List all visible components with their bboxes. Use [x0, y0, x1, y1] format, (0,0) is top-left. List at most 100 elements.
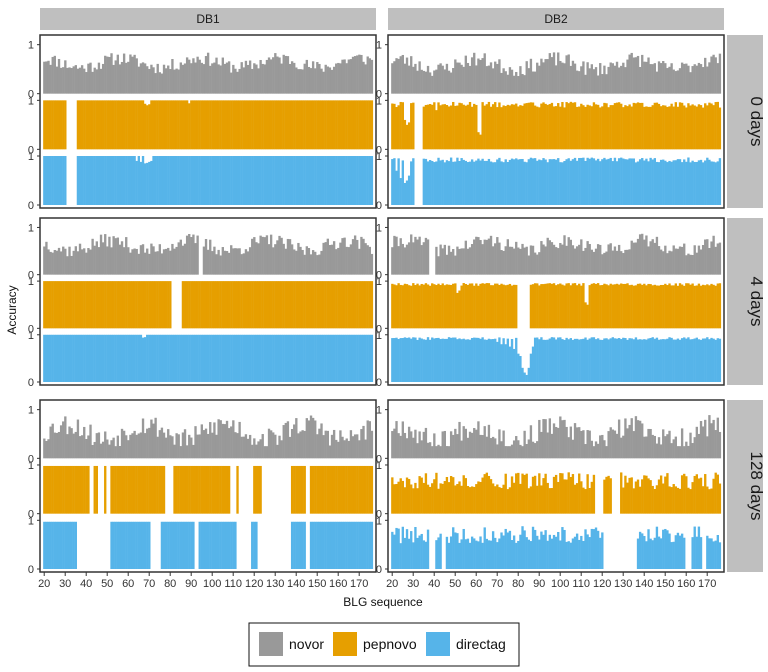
bar-novor — [290, 429, 294, 459]
bar-pepnovo — [582, 487, 585, 514]
bar-novor — [399, 238, 402, 275]
bar-pepnovo — [200, 281, 203, 329]
y-tick-label: 1 — [376, 222, 382, 234]
bar-novor — [349, 430, 353, 459]
bar-directag — [500, 344, 503, 382]
bar-novor — [605, 446, 608, 459]
bar-directag — [133, 334, 136, 382]
bar-directag — [643, 535, 646, 569]
bar-novor — [236, 433, 239, 459]
bar-novor — [301, 69, 304, 94]
bar-novor — [265, 446, 269, 459]
bar-pepnovo — [712, 105, 715, 150]
bar-novor — [173, 248, 176, 275]
bar-novor — [318, 63, 321, 94]
bar-novor — [213, 422, 216, 459]
bar-pepnovo — [337, 281, 340, 329]
bar-directag — [64, 156, 67, 205]
bar-novor — [366, 56, 369, 94]
bar-pepnovo — [167, 281, 170, 329]
bar-directag — [641, 339, 644, 382]
bar-pepnovo — [55, 281, 59, 329]
bar-novor — [628, 249, 631, 275]
bar-directag — [183, 334, 187, 382]
bar-pepnovo — [213, 281, 216, 329]
bar-pepnovo — [97, 100, 101, 150]
bar-directag — [295, 156, 298, 205]
bar-pepnovo — [422, 284, 425, 329]
bar-directag — [706, 535, 709, 569]
bar-pepnovo — [632, 102, 635, 150]
bar-novor — [204, 239, 208, 275]
bar-pepnovo — [552, 476, 556, 514]
bar-novor — [546, 59, 549, 94]
bar-novor — [68, 246, 71, 275]
bar-novor — [615, 433, 619, 459]
bar-directag — [337, 521, 340, 569]
bar-pepnovo — [412, 283, 415, 329]
bar-directag — [309, 521, 313, 569]
bar-directag — [659, 339, 663, 382]
bar-novor — [483, 53, 486, 94]
bar-pepnovo — [57, 465, 61, 514]
bar-pepnovo — [531, 284, 535, 329]
bar-directag — [337, 156, 340, 205]
bar-novor — [341, 436, 344, 459]
bar-directag — [234, 156, 237, 205]
bar-novor — [447, 70, 451, 94]
bar-novor — [108, 444, 111, 459]
column-strip — [40, 8, 376, 30]
bar-novor — [93, 67, 96, 94]
bar-pepnovo — [303, 281, 306, 329]
bar-directag — [615, 161, 619, 205]
bar-pepnovo — [668, 283, 671, 329]
bar-novor — [628, 54, 631, 94]
bar-novor — [87, 63, 90, 94]
x-tick-label: 130 — [266, 578, 284, 590]
bar-pepnovo — [47, 465, 50, 514]
bar-directag — [397, 528, 400, 569]
bar-novor — [605, 74, 608, 94]
bar-pepnovo — [99, 100, 103, 150]
bar-directag — [129, 334, 132, 382]
bar-pepnovo — [45, 281, 48, 329]
bar-directag — [632, 339, 635, 382]
bar-pepnovo — [324, 465, 327, 514]
bar-novor — [293, 249, 296, 275]
bar-pepnovo — [110, 100, 113, 150]
bar-directag — [454, 337, 457, 382]
bar-pepnovo — [200, 465, 203, 514]
bar-directag — [542, 339, 545, 382]
bar-directag — [171, 521, 174, 569]
bar-pepnovo — [403, 487, 407, 514]
bar-pepnovo — [691, 283, 694, 329]
bar-directag — [548, 534, 551, 569]
bar-pepnovo — [544, 103, 547, 150]
bar-pepnovo — [399, 478, 402, 514]
bar-novor — [83, 426, 86, 459]
bar-novor — [542, 419, 545, 459]
bar-directag — [330, 334, 334, 382]
bar-directag — [666, 162, 669, 205]
bar-novor — [66, 434, 69, 459]
bar-directag — [494, 338, 497, 382]
bar-novor — [66, 67, 69, 94]
bar-novor — [215, 57, 218, 94]
bar-pepnovo — [708, 489, 711, 514]
bar-novor — [49, 251, 52, 275]
bar-novor — [135, 248, 138, 275]
bar-directag — [194, 334, 197, 382]
bar-novor — [491, 246, 495, 275]
bar-pepnovo — [695, 106, 698, 150]
bar-directag — [366, 156, 369, 205]
bar-pepnovo — [169, 281, 172, 329]
bar-pepnovo — [253, 100, 256, 150]
bar-novor — [557, 248, 560, 275]
bar-directag — [512, 159, 516, 205]
bar-novor — [630, 52, 633, 94]
bar-novor — [80, 65, 84, 94]
bar-directag — [116, 521, 119, 569]
bar-novor — [261, 63, 264, 94]
bar-pepnovo — [628, 477, 631, 514]
bar-directag — [326, 334, 329, 382]
